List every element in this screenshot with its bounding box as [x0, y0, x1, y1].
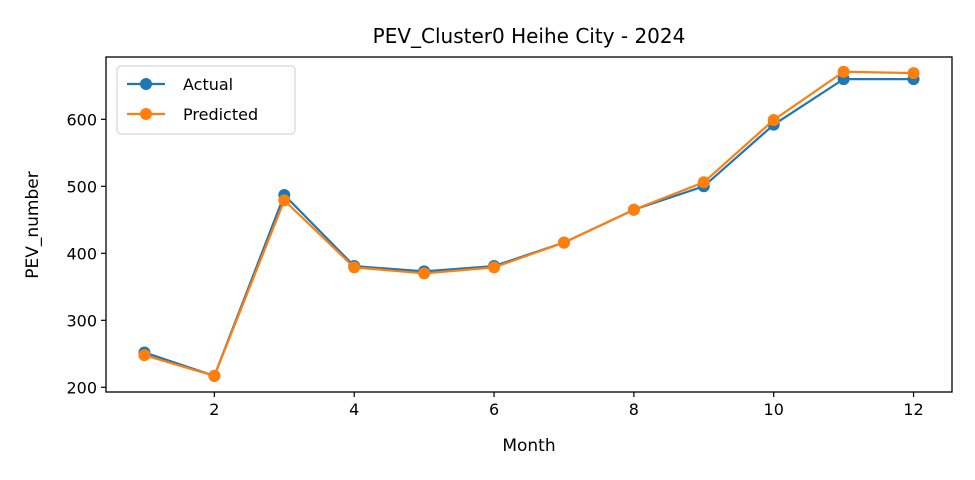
x-tick-label: 10	[764, 400, 784, 419]
legend: Actual Predicted	[116, 65, 296, 135]
x-tick-label: 2	[209, 400, 219, 419]
legend-label-0: Actual	[183, 75, 233, 94]
y-tick-label: 300	[66, 311, 97, 330]
data-point-1-11	[907, 67, 920, 80]
data-point-1-0	[138, 349, 151, 362]
data-point-1-6	[557, 236, 570, 249]
y-tick-label: 400	[66, 244, 97, 263]
data-point-1-9	[767, 113, 780, 126]
x-tick-label: 12	[903, 400, 923, 419]
data-point-1-10	[837, 65, 850, 78]
chart-title: PEV_Cluster0 Heihe City - 2024	[373, 24, 686, 48]
y-tick-label: 600	[66, 110, 97, 129]
y-axis-label: PEV_number	[23, 171, 43, 278]
y-tick-label: 500	[66, 177, 97, 196]
legend-marker-0	[140, 78, 152, 90]
plot-area	[138, 65, 920, 382]
data-point-1-5	[488, 261, 501, 274]
data-point-1-7	[627, 203, 640, 216]
x-axis-label: Month	[502, 436, 555, 456]
data-point-1-4	[418, 267, 431, 280]
x-tick-label: 8	[629, 400, 639, 419]
x-tick-label: 6	[489, 400, 499, 419]
series-line-1	[144, 70, 914, 378]
x-axis: 2 4 6 8 10 12	[209, 392, 924, 419]
y-tick-label: 200	[66, 378, 97, 397]
legend-marker-1	[140, 108, 152, 120]
data-point-1-2	[278, 194, 291, 207]
plot-frame	[105, 56, 953, 393]
data-point-1-3	[348, 261, 361, 274]
y-axis: 200 300 400 500 600	[66, 110, 106, 397]
legend-label-1: Predicted	[183, 105, 258, 124]
x-tick-label: 4	[349, 400, 359, 419]
data-point-1-1	[208, 369, 221, 382]
data-point-1-8	[697, 176, 710, 189]
